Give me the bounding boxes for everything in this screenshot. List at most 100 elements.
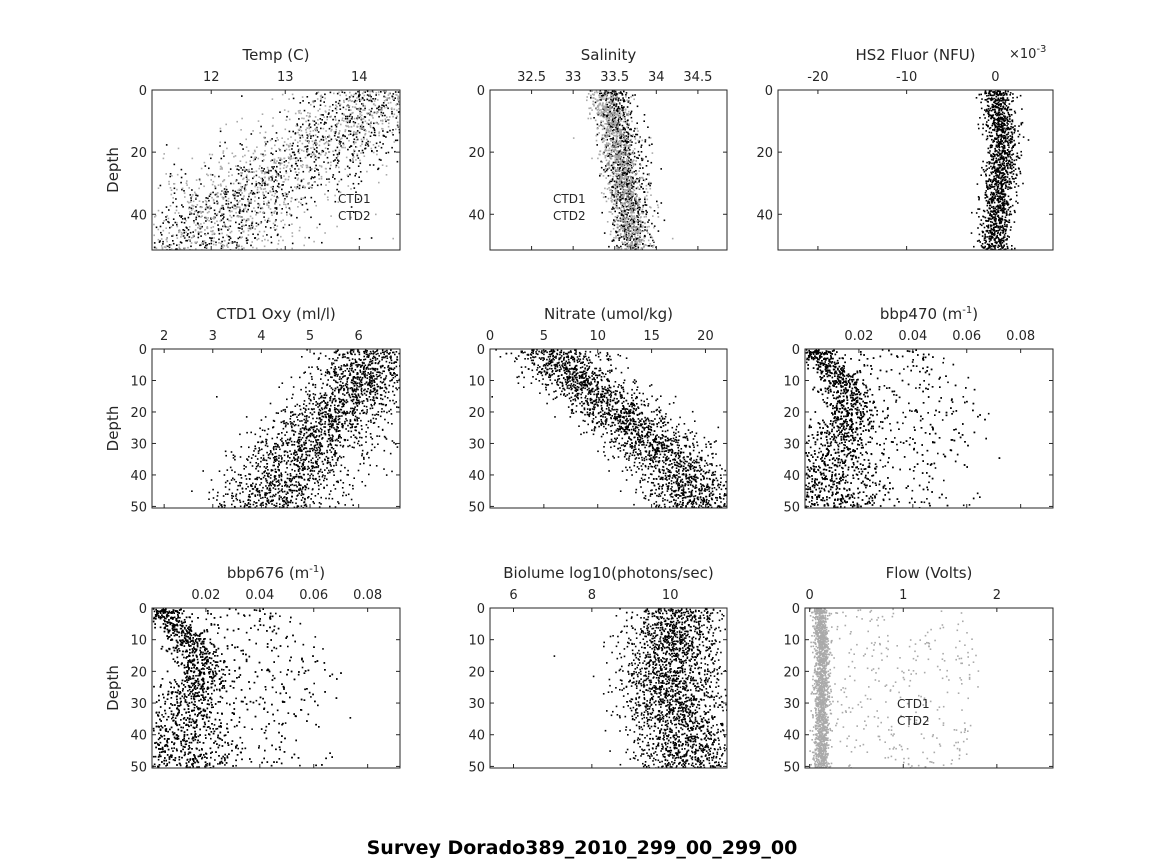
data-point bbox=[628, 220, 631, 223]
data-point bbox=[356, 108, 358, 110]
data-point bbox=[299, 128, 301, 130]
data-point bbox=[636, 220, 639, 222]
data-point bbox=[633, 148, 636, 150]
data-point bbox=[165, 245, 168, 247]
data-point bbox=[373, 131, 376, 134]
data-point bbox=[232, 182, 235, 185]
data-point bbox=[327, 113, 330, 115]
data-point bbox=[620, 146, 622, 148]
data-point bbox=[242, 178, 244, 181]
data-point bbox=[162, 240, 164, 243]
data-point bbox=[503, 92, 505, 94]
data-point bbox=[203, 161, 206, 164]
data-point bbox=[198, 200, 201, 202]
data-point bbox=[991, 162, 993, 165]
data-point bbox=[634, 243, 637, 245]
data-point bbox=[470, 136, 472, 138]
data-point bbox=[343, 91, 346, 94]
data-point bbox=[235, 247, 238, 249]
data-point bbox=[349, 118, 352, 120]
data-point bbox=[628, 186, 631, 188]
data-point bbox=[1010, 187, 1013, 189]
data-point bbox=[634, 174, 637, 176]
data-point bbox=[236, 205, 238, 208]
data-point bbox=[394, 91, 397, 93]
data-point bbox=[631, 221, 633, 224]
data-point bbox=[592, 103, 594, 105]
data-point bbox=[430, 109, 432, 111]
data-point bbox=[624, 227, 627, 229]
data-point bbox=[480, 125, 482, 127]
data-point bbox=[346, 115, 349, 118]
data-point bbox=[353, 152, 355, 155]
data-point bbox=[610, 114, 612, 117]
data-point bbox=[225, 203, 227, 205]
data-point bbox=[608, 91, 610, 94]
data-point bbox=[433, 93, 435, 95]
data-point bbox=[635, 199, 638, 201]
data-point bbox=[194, 210, 196, 213]
data-point bbox=[998, 111, 1001, 114]
data-point bbox=[614, 159, 617, 161]
data-point bbox=[392, 134, 394, 136]
data-point bbox=[305, 131, 308, 134]
data-point bbox=[232, 204, 235, 207]
data-point bbox=[598, 91, 601, 93]
data-point bbox=[634, 230, 636, 233]
data-point bbox=[994, 149, 997, 152]
data-point bbox=[282, 239, 284, 242]
data-point bbox=[312, 129, 315, 132]
data-point bbox=[633, 98, 635, 101]
data-point bbox=[1007, 247, 1009, 250]
data-point bbox=[336, 139, 338, 141]
data-point bbox=[623, 172, 625, 175]
data-point bbox=[201, 242, 203, 244]
data-point bbox=[626, 168, 628, 170]
data-point bbox=[297, 141, 299, 144]
data-point bbox=[607, 90, 610, 92]
data-point bbox=[364, 120, 367, 123]
data-point bbox=[622, 216, 624, 219]
data-point bbox=[614, 123, 617, 126]
data-point bbox=[620, 212, 623, 215]
data-point bbox=[410, 126, 412, 128]
data-point bbox=[625, 149, 627, 152]
data-point bbox=[309, 166, 311, 169]
data-point bbox=[380, 111, 383, 114]
data-point bbox=[320, 175, 323, 178]
data-point bbox=[334, 107, 337, 110]
data-point bbox=[1001, 224, 1004, 227]
data-point bbox=[621, 99, 623, 101]
data-point bbox=[378, 93, 380, 96]
data-point bbox=[294, 139, 297, 141]
data-point bbox=[1013, 178, 1015, 180]
data-point bbox=[343, 99, 345, 102]
data-point bbox=[633, 222, 636, 225]
data-point bbox=[157, 187, 160, 189]
data-point bbox=[296, 174, 298, 176]
data-point bbox=[238, 248, 240, 250]
data-point bbox=[630, 191, 632, 194]
data-point bbox=[185, 182, 188, 184]
data-point bbox=[211, 174, 214, 176]
data-point bbox=[616, 223, 619, 226]
data-point bbox=[363, 94, 366, 97]
data-point bbox=[1003, 204, 1006, 206]
data-point bbox=[997, 246, 999, 248]
data-point bbox=[250, 156, 253, 158]
data-point bbox=[299, 157, 302, 160]
data-point bbox=[636, 230, 639, 233]
data-point bbox=[621, 219, 624, 222]
data-point bbox=[641, 226, 644, 229]
data-point bbox=[368, 130, 370, 133]
data-point bbox=[994, 196, 996, 198]
data-point bbox=[1009, 171, 1011, 174]
data-point bbox=[233, 155, 235, 158]
data-point bbox=[172, 201, 174, 204]
data-point bbox=[627, 131, 629, 134]
data-point bbox=[167, 220, 169, 223]
data-point bbox=[385, 174, 388, 176]
data-point bbox=[623, 210, 625, 212]
data-point bbox=[993, 226, 996, 229]
data-point bbox=[990, 146, 993, 148]
